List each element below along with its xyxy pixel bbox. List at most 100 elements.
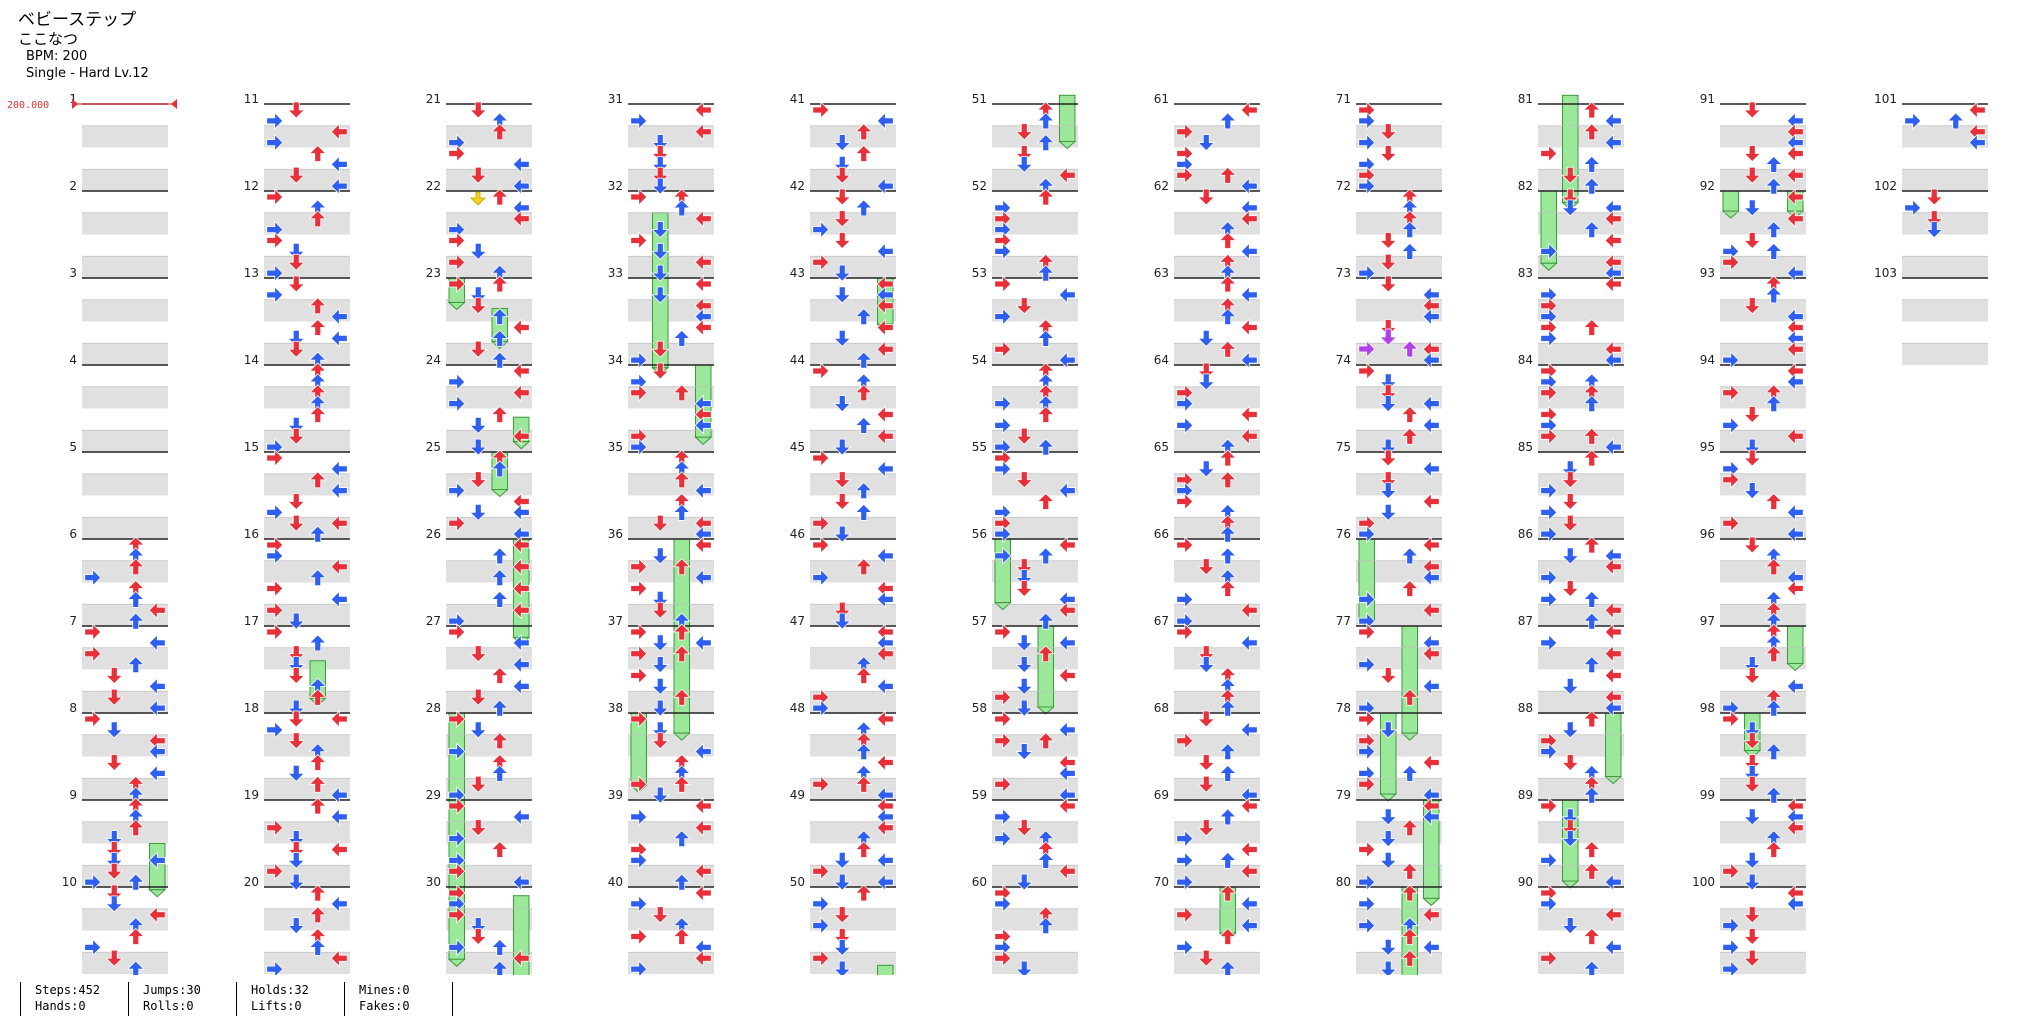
beat-band xyxy=(264,256,350,278)
arrow-shape xyxy=(308,634,327,652)
arrow-note xyxy=(1582,612,1601,630)
beat-band xyxy=(628,821,714,844)
arrow-note xyxy=(994,807,1012,826)
measure-number: 38 xyxy=(608,701,623,715)
beat-band xyxy=(810,169,896,191)
arrow-note xyxy=(1582,710,1601,728)
arrow-shape xyxy=(651,906,670,924)
arrow-note xyxy=(1946,112,1965,130)
arrow-shape xyxy=(1561,808,1580,826)
beat-band xyxy=(264,952,350,974)
arrow-shape xyxy=(1015,699,1034,717)
beat-band xyxy=(264,604,350,626)
arrow-shape xyxy=(1604,275,1622,293)
arrow-note xyxy=(672,558,691,576)
arrow-shape xyxy=(1036,547,1055,565)
arrow-shape xyxy=(1036,329,1055,347)
arrow-shape xyxy=(330,894,348,913)
arrow-shape xyxy=(1946,112,1965,130)
arrow-shape xyxy=(287,329,306,347)
arrow-shape xyxy=(876,851,894,870)
arrow-note xyxy=(1358,775,1376,794)
arrow-shape xyxy=(1604,351,1622,370)
arrow-note xyxy=(1218,166,1237,184)
measure-number: 82 xyxy=(1518,179,1533,193)
hold-note xyxy=(1400,625,1419,741)
arrow-note xyxy=(490,351,509,369)
arrow-shape xyxy=(1176,938,1194,957)
beat-band xyxy=(628,647,714,670)
arrow-note xyxy=(84,623,102,641)
arrow-shape xyxy=(1218,449,1237,467)
arrow-note xyxy=(833,938,852,956)
arrow-note xyxy=(1722,514,1740,533)
arrow-note xyxy=(1540,144,1558,163)
arrow-shape xyxy=(1058,351,1076,370)
arrow-note xyxy=(1925,188,1944,206)
arrow-note xyxy=(994,525,1012,544)
arrow-shape xyxy=(512,579,530,598)
arrow-shape xyxy=(1379,449,1398,467)
arrow-shape xyxy=(854,144,873,162)
beat-band xyxy=(992,604,1078,626)
arrow-shape xyxy=(1358,742,1376,761)
arrow-shape xyxy=(694,101,712,119)
arrow-note xyxy=(512,318,530,337)
arrow-note xyxy=(651,286,670,304)
arrow-note xyxy=(1240,633,1258,652)
hold-body xyxy=(1401,625,1418,734)
arrow-shape xyxy=(876,753,894,772)
arrow-note xyxy=(1240,285,1258,304)
arrow-note xyxy=(1197,188,1216,206)
arrow-note xyxy=(833,851,852,869)
arrow-shape xyxy=(1786,340,1804,359)
arrow-shape xyxy=(1582,123,1601,141)
arrow-shape xyxy=(1036,917,1055,935)
beat-band xyxy=(1538,299,1624,322)
arrow-shape xyxy=(1358,623,1376,641)
arrow-note xyxy=(1218,471,1237,489)
arrow-shape xyxy=(84,938,102,957)
arrow-shape xyxy=(630,111,648,130)
arrow-shape xyxy=(1058,797,1076,815)
arrow-note xyxy=(1604,905,1622,924)
arrow-shape xyxy=(308,884,327,902)
arrow-shape xyxy=(1604,209,1622,228)
arrow-note xyxy=(994,688,1012,707)
arrow-note xyxy=(1561,677,1580,695)
arrow-shape xyxy=(630,644,648,663)
arrow-shape xyxy=(148,633,166,652)
beat-band xyxy=(1720,169,1806,191)
measure-number: 67 xyxy=(1154,614,1169,628)
arrow-shape xyxy=(448,394,466,413)
arrow-note xyxy=(1604,666,1622,685)
measure-number: 59 xyxy=(972,788,987,802)
arrow-note xyxy=(469,438,488,456)
arrow-shape xyxy=(1540,329,1558,348)
measure-number: 37 xyxy=(608,614,623,628)
arrow-note xyxy=(148,601,166,620)
arrow-note xyxy=(833,329,852,347)
arrow-note xyxy=(694,742,712,761)
measure-number: 22 xyxy=(426,179,441,193)
arrow-note xyxy=(1904,111,1922,130)
arrow-note xyxy=(630,111,648,130)
arrow-shape xyxy=(694,253,712,272)
beat-band xyxy=(1356,299,1442,322)
beat-band xyxy=(264,299,350,322)
beat-band xyxy=(1356,517,1442,539)
arrow-note xyxy=(448,862,466,881)
stat-rolls: Rolls:0 xyxy=(143,999,194,1013)
arrow-shape xyxy=(105,851,124,869)
beat-band xyxy=(992,343,1078,365)
arrow-shape xyxy=(1218,231,1237,249)
arrow-note xyxy=(490,123,509,141)
arrow-note xyxy=(1743,754,1762,772)
arrow-note xyxy=(266,503,284,522)
arrow-shape xyxy=(490,547,509,565)
arrow-shape xyxy=(1358,916,1376,935)
arrow-note xyxy=(854,416,873,434)
arrow-shape xyxy=(1218,927,1237,945)
measure-number: 63 xyxy=(1154,266,1169,280)
beat-band xyxy=(82,256,168,278)
